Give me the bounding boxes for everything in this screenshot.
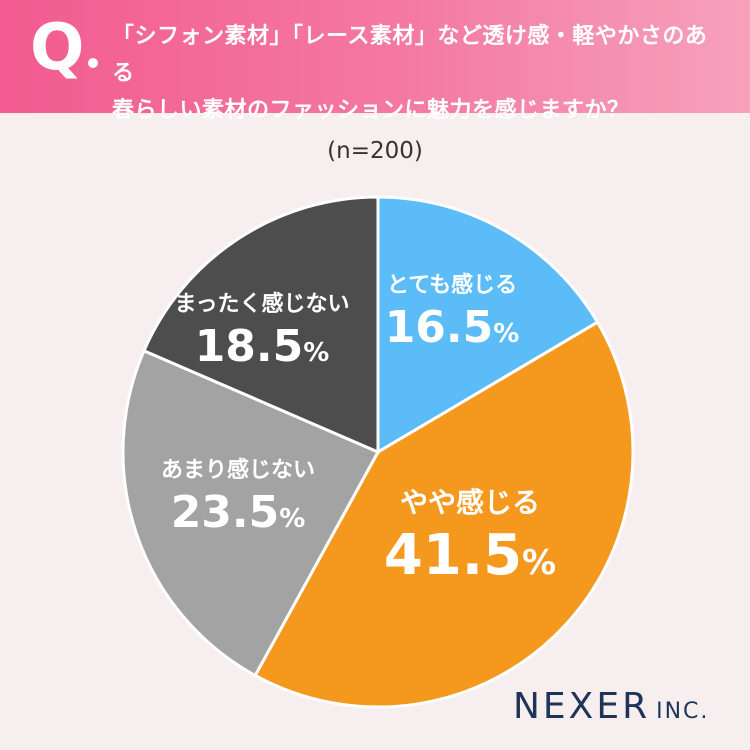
slice-very-unit: % bbox=[493, 319, 519, 349]
question-line-1: 「シフォン素材」「レース素材」など透け感・軽やかさのある bbox=[112, 24, 708, 86]
pie-labels: とても感じる16.5%やや感じる41.5%あまり感じない23.5%まったく感じな… bbox=[161, 272, 556, 588]
slice-somewhat bbox=[253, 320, 635, 709]
nexer-logo: NEXER INC. bbox=[513, 686, 709, 727]
pie-slices bbox=[121, 195, 635, 709]
logo-sub: INC. bbox=[656, 699, 710, 724]
logo-main: NEXER bbox=[513, 686, 651, 727]
slice-not-at-all-label: まったく感じない bbox=[174, 291, 349, 317]
slice-not-at-all bbox=[141, 195, 380, 455]
slice-very-label: とても感じる bbox=[387, 272, 517, 298]
slice-somewhat-label: やや感じる bbox=[400, 486, 540, 519]
slice-not-much bbox=[121, 348, 381, 678]
slice-very bbox=[376, 195, 600, 455]
question-header: Q 「シフォン素材」「レース素材」など透け感・軽やかさのある 春らしい素材のファ… bbox=[0, 0, 750, 123]
question-line-2: 春らしい素材のファッションに魅力を感じますか？ bbox=[112, 98, 630, 123]
sample-size: (n=200) bbox=[327, 138, 423, 164]
slice-not-at-all-unit: % bbox=[303, 338, 329, 368]
q-mark: Q bbox=[30, 11, 85, 85]
question-text: 「シフォン素材」「レース素材」など透け感・軽やかさのある 春らしい素材のファッシ… bbox=[112, 18, 722, 129]
slice-somewhat-unit: % bbox=[522, 543, 556, 583]
q-dot bbox=[88, 58, 98, 68]
slice-not-much-unit: % bbox=[279, 504, 305, 534]
slice-not-much-label: あまり感じない bbox=[161, 457, 315, 483]
